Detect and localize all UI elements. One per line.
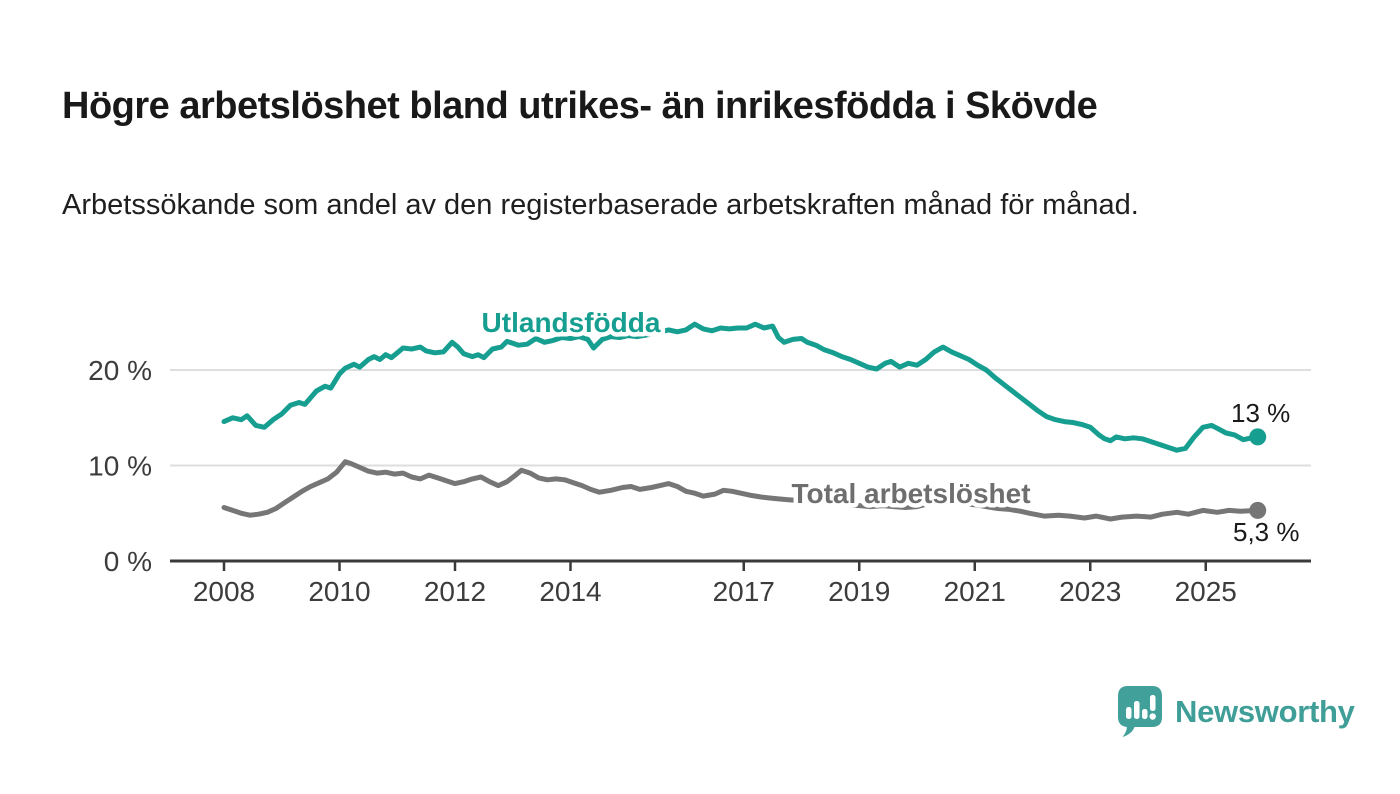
x-tick-label: 2014 bbox=[539, 576, 601, 607]
newsworthy-logo: Newsworthy bbox=[1117, 686, 1355, 738]
y-tick-label: 20 % bbox=[88, 355, 152, 386]
page-title: Högre arbetslöshet bland utrikes- än inr… bbox=[62, 85, 1098, 128]
x-tick-label: 2008 bbox=[193, 576, 255, 607]
utlandsfodda-series-label: Utlandsfödda bbox=[482, 307, 661, 338]
total-arbetsloshet-value-label: 5,3 % bbox=[1233, 517, 1300, 547]
newsworthy-brand-text: Newsworthy bbox=[1175, 694, 1355, 729]
utlandsfodda-value-label: 13 % bbox=[1231, 398, 1290, 428]
utlandsfodda-end-dot bbox=[1249, 428, 1267, 446]
chart-subtitle: Arbetssökande som andel av den registerb… bbox=[62, 189, 1139, 221]
total-arbetsloshet-end-dot bbox=[1249, 501, 1267, 519]
x-tick-label: 2017 bbox=[713, 576, 775, 607]
y-tick-label: 0 % bbox=[104, 546, 152, 577]
x-tick-label: 2023 bbox=[1059, 576, 1121, 607]
utlandsfodda-line bbox=[221, 321, 1261, 453]
y-tick-label: 10 % bbox=[88, 451, 152, 482]
newsworthy-logo-icon bbox=[1118, 686, 1162, 737]
total-arbetsloshet-series-label: Total arbetslöshet bbox=[791, 478, 1030, 509]
x-tick-label: 2025 bbox=[1175, 576, 1237, 607]
x-tick-label: 2019 bbox=[828, 576, 890, 607]
x-tick-label: 2012 bbox=[424, 576, 486, 607]
x-tick-label: 2010 bbox=[308, 576, 370, 607]
total-arbetsloshet-line bbox=[221, 459, 1261, 522]
x-tick-label: 2021 bbox=[944, 576, 1006, 607]
